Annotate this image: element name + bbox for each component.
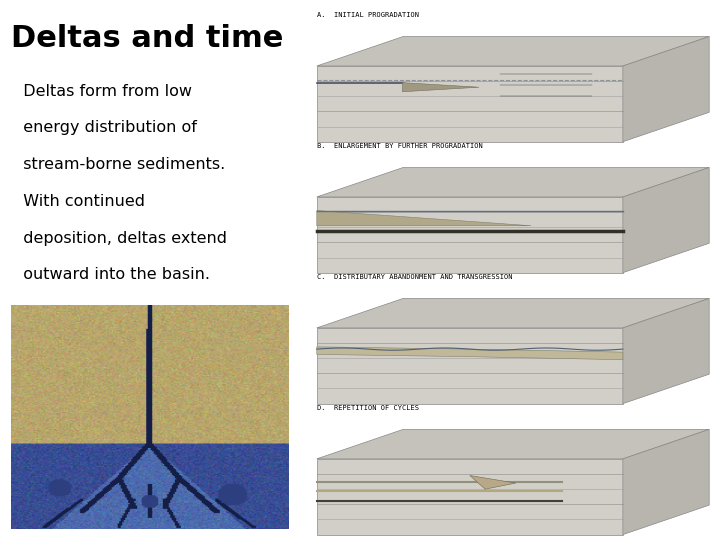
Polygon shape xyxy=(402,83,479,92)
Text: Deltas form from low: Deltas form from low xyxy=(13,84,192,99)
Text: C.  DISTRIBUTARY ABANDONMENT AND TRANSGRESSION: C. DISTRIBUTARY ABANDONMENT AND TRANSGRE… xyxy=(317,274,513,280)
Polygon shape xyxy=(317,299,709,328)
Polygon shape xyxy=(623,167,709,273)
Bar xyxy=(317,328,623,404)
Bar xyxy=(317,66,623,141)
Polygon shape xyxy=(623,299,709,404)
Polygon shape xyxy=(317,167,709,197)
Bar xyxy=(317,197,623,273)
Polygon shape xyxy=(317,347,623,360)
Text: B.  ENLARGEMENT BY FURTHER PROGRADATION: B. ENLARGEMENT BY FURTHER PROGRADATION xyxy=(317,143,482,150)
Text: A.  INITIAL PROGRADATION: A. INITIAL PROGRADATION xyxy=(317,12,419,18)
Polygon shape xyxy=(317,211,531,226)
Polygon shape xyxy=(623,37,709,141)
Polygon shape xyxy=(470,476,516,489)
Text: D.  REPETITION OF CYCLES: D. REPETITION OF CYCLES xyxy=(317,405,419,411)
Polygon shape xyxy=(317,429,709,459)
Bar xyxy=(317,459,623,535)
Text: With continued: With continued xyxy=(13,194,145,209)
Polygon shape xyxy=(317,37,709,66)
Polygon shape xyxy=(623,429,709,535)
Text: energy distribution of: energy distribution of xyxy=(13,120,197,136)
Text: Deltas and time: Deltas and time xyxy=(11,24,283,53)
Text: stream-borne sediments.: stream-borne sediments. xyxy=(13,157,225,172)
Text: outward into the basin.: outward into the basin. xyxy=(13,267,210,282)
Text: deposition, deltas extend: deposition, deltas extend xyxy=(13,231,227,246)
